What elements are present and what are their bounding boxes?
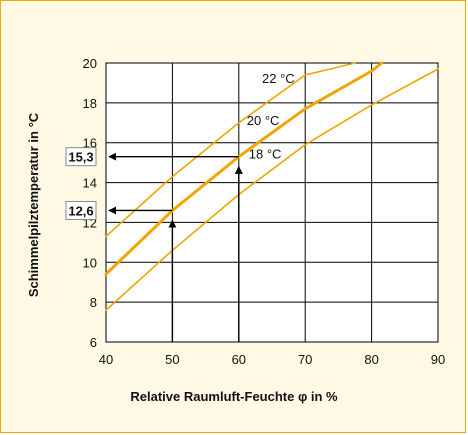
y-tick-label: 8 [90, 295, 97, 310]
y-tick-label: 14 [83, 176, 97, 191]
series-line-18c [105, 68, 439, 311]
annotation-label: 15,3 [68, 150, 93, 165]
annotation-label: 12,6 [68, 203, 93, 218]
y-tick-label: 6 [90, 335, 97, 350]
series-line-22c [105, 62, 356, 238]
x-tick-label: 90 [431, 352, 445, 367]
series-line-20c [104, 61, 384, 276]
series-label: 22 °C [262, 71, 295, 86]
y-tick-label: 20 [83, 56, 97, 71]
x-tick-label: 50 [165, 352, 179, 367]
x-tick-label: 80 [364, 352, 378, 367]
series-label: 18 °C [249, 147, 282, 162]
x-tick-label: 70 [298, 352, 312, 367]
y-tick-label: 10 [83, 255, 97, 270]
x-axis-title: Relative Raumluft-Feuchte φ in % [130, 389, 338, 404]
plot-area [105, 62, 439, 343]
x-tick-label: 40 [99, 352, 113, 367]
series-label: 20 °C [247, 113, 280, 128]
annotations: 15,3 12,6 [65, 147, 243, 342]
annotation-box [65, 200, 97, 220]
y-tick-label: 16 [83, 136, 97, 151]
series-curves: 22 °C 20 °C 18 °C [104, 61, 439, 311]
y-axis-title: Schimmelpilztemperatur in °C [26, 112, 41, 297]
annotation-box [65, 147, 97, 167]
x-tick-label: 60 [232, 352, 246, 367]
y-tick-label: 18 [83, 96, 97, 111]
x-tick-labels: 40 50 60 70 80 90 [99, 352, 445, 367]
